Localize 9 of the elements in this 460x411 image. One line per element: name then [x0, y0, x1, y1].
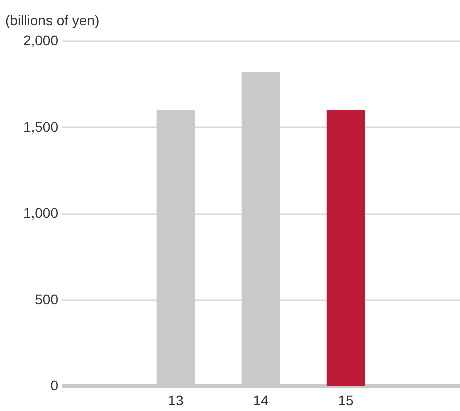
y-tick-label: 1,500 [23, 118, 59, 135]
y-tick-label: 500 [35, 291, 59, 308]
x-tick-label: 15 [338, 392, 354, 408]
y-tick-label: 2,000 [23, 32, 59, 48]
x-tick-label: 13 [168, 392, 184, 408]
y-tick-label: 1,000 [23, 205, 59, 221]
y-axis-title: (billions of yen) [6, 12, 100, 28]
x-tick-label: 14 [253, 392, 269, 408]
y-tick-label: 0 [50, 378, 59, 394]
